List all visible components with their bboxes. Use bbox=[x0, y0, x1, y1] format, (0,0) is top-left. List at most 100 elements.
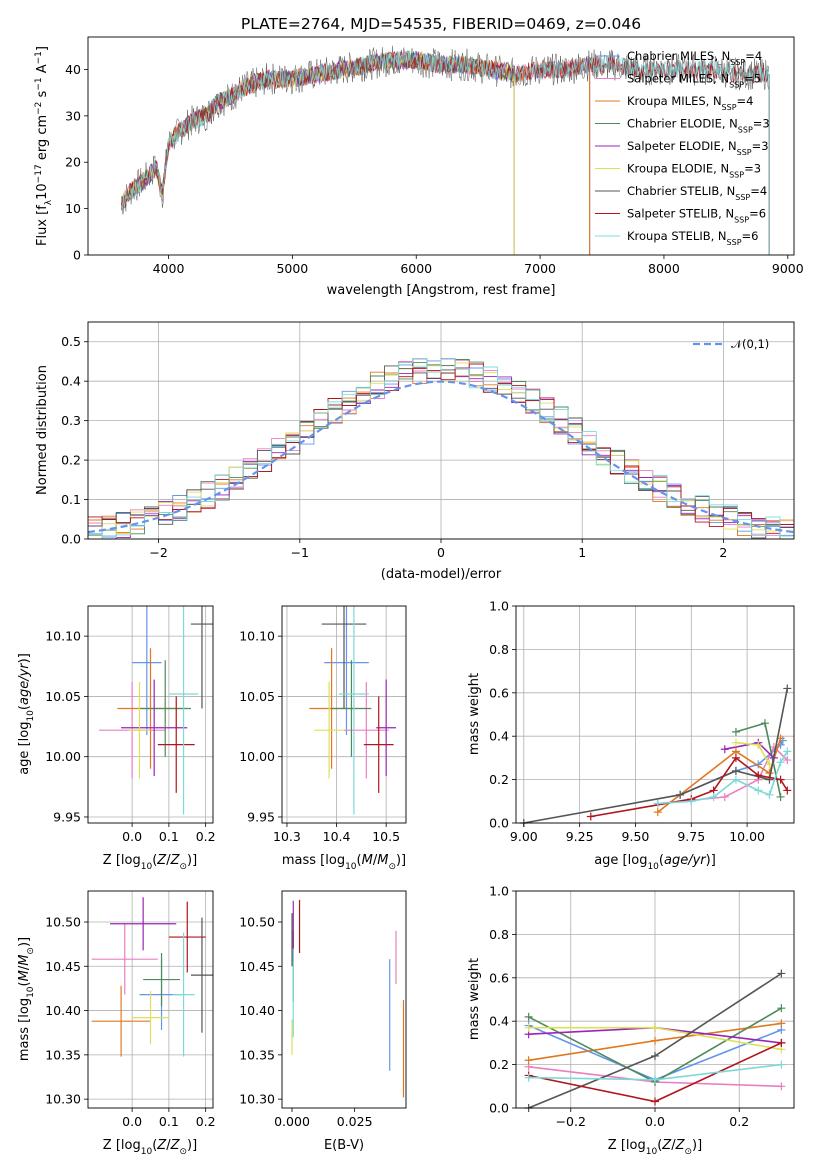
spectrum-xtick-label: 8000 bbox=[648, 261, 680, 276]
residuals-xtick-label: 0 bbox=[437, 545, 445, 560]
massweight-vs-age-marker bbox=[731, 753, 740, 762]
massweight-vs-age-xtick-label: 9.75 bbox=[677, 829, 705, 844]
age-vs-mass-axes: 10.3 10.4 10.5 9.95 10.00 10.05 10.10 bbox=[239, 605, 407, 844]
massweight-vs-age-marker bbox=[754, 771, 763, 780]
massweight-vs-age-marker bbox=[653, 808, 662, 817]
spectrum-legend-label: Chabrier ELODIE, NSSP=3 bbox=[627, 117, 770, 135]
massweight-vs-age-marker bbox=[776, 792, 785, 801]
mass-vs-Z-ytick-label: 10.40 bbox=[45, 1003, 81, 1018]
massweight-vs-Z-axes: −0.2 0.0 0.2 0.0 0.2 0.4 0.6 0.8 1.0 bbox=[489, 884, 795, 1129]
mass-vs-EBV-ytick-label: 10.40 bbox=[239, 1003, 275, 1018]
massweight-vs-age-series-line bbox=[657, 738, 782, 813]
massweight-vs-Z-xtick-label: −0.2 bbox=[556, 1114, 586, 1129]
spectrum-model-line bbox=[121, 51, 770, 212]
residuals-ytick-label: 0.0 bbox=[61, 532, 81, 547]
mass-vs-Z-xlabel: Z [log10(Z/Z⊙)] bbox=[103, 1138, 197, 1157]
mass-vs-Z-ytick-label: 10.30 bbox=[45, 1092, 81, 1107]
massweight-vs-age-series-line bbox=[657, 750, 788, 805]
massweight-vs-age-marker bbox=[676, 790, 685, 799]
age-vs-Z-ytick-label: 9.95 bbox=[53, 809, 81, 824]
spectrum-legend-label: Kroupa MILES, NSSP=4 bbox=[627, 94, 753, 112]
massweight-vs-Z-xtick-label: 0.0 bbox=[645, 1114, 665, 1129]
spectrum-legend-label: Kroupa ELODIE, NSSP=3 bbox=[627, 162, 761, 180]
spectrum-model-line bbox=[121, 51, 515, 210]
mass-vs-Z-xtick-label: 0.2 bbox=[196, 1114, 216, 1129]
spectrum-title: PLATE=2764, MJD=54535, FIBERID=0469, z=0… bbox=[241, 15, 641, 33]
age-vs-Z-xtick-label: 0.0 bbox=[122, 829, 142, 844]
massweight-vs-age-marker bbox=[754, 740, 763, 749]
spectrum-ytick-label: 10 bbox=[65, 201, 81, 216]
age-vs-Z-xtick-label: 0.1 bbox=[159, 829, 179, 844]
residuals-histogram bbox=[88, 363, 794, 534]
residuals-legend-label: 𝒩(0,1) bbox=[731, 337, 769, 351]
mass-vs-EBV-frame bbox=[281, 890, 407, 1109]
mass-vs-Z-ylabel: mass [log10(M/M⊙)] bbox=[17, 937, 36, 1061]
massweight-vs-age-marker bbox=[720, 792, 729, 801]
massweight-vs-age-marker bbox=[783, 756, 792, 765]
massweight-vs-age-marker bbox=[754, 786, 763, 795]
massweight-vs-age-marker bbox=[776, 775, 785, 784]
massweight-vs-age-series-line bbox=[523, 688, 789, 824]
massweight-vs-Z-xtick-label: 0.2 bbox=[729, 1114, 749, 1129]
age-vs-mass-xlabel: mass [log10(M/M⊙)] bbox=[282, 853, 406, 872]
age-vs-Z-ylabel: age [log10(age/yr)] bbox=[17, 653, 36, 775]
massweight-vs-age-marker bbox=[783, 786, 792, 795]
mass-vs-EBV-xlabel: E(B-V) bbox=[324, 1138, 364, 1153]
mass-vs-Z-xtick-label: 0.1 bbox=[159, 1114, 179, 1129]
residuals-ytick-label: 0.1 bbox=[61, 492, 81, 507]
spectrum-xtick-label: 5000 bbox=[276, 261, 308, 276]
residuals-ytick-label: 0.2 bbox=[61, 453, 81, 468]
mass-vs-Z-xtick-label: 0.0 bbox=[122, 1114, 142, 1129]
massweight-vs-age-axes: 9.00 9.25 9.50 9.75 10.00 0.0 0.2 0.4 0.6 0.8 1.0 bbox=[489, 599, 795, 844]
massweight-vs-age-xtick-label: 9.25 bbox=[566, 829, 594, 844]
massweight-vs-Z-ylabel: mass weight bbox=[467, 958, 482, 1040]
residuals-xtick-label: 2 bbox=[719, 545, 727, 560]
massweight-vs-age-marker bbox=[731, 727, 740, 736]
spectrum-legend-label: Chabrier STELIB, NSSP=4 bbox=[627, 184, 767, 202]
massweight-vs-age-ytick-label: 0.6 bbox=[489, 685, 509, 700]
massweight-vs-Z-ytick-label: 0.8 bbox=[489, 927, 509, 942]
residuals-ytick-label: 0.3 bbox=[61, 413, 81, 428]
massweight-vs-age-ytick-label: 0.8 bbox=[489, 642, 509, 657]
massweight-vs-Z-marker bbox=[651, 1051, 659, 1060]
residuals-histogram bbox=[88, 358, 794, 539]
massweight-vs-age-marker bbox=[720, 745, 729, 754]
age-vs-Z-xlabel: Z [log10(Z/Z⊙)] bbox=[103, 853, 197, 872]
massweight-vs-age-marker bbox=[760, 719, 769, 728]
massweight-vs-age-marker bbox=[731, 738, 740, 747]
age-vs-mass-ytick-label: 10.10 bbox=[239, 629, 275, 644]
spectrum-xtick-label: 6000 bbox=[400, 261, 432, 276]
age-vs-Z-ytick-label: 10.05 bbox=[45, 689, 81, 704]
massweight-vs-Z-marker bbox=[651, 1023, 659, 1032]
age-vs-mass-frame bbox=[281, 605, 407, 824]
massweight-vs-Z-marker bbox=[524, 1012, 533, 1021]
massweight-vs-age-frame bbox=[515, 605, 795, 824]
spectrum-ytick-label: 40 bbox=[65, 62, 81, 77]
massweight-vs-age-ylabel: mass weight bbox=[467, 673, 482, 755]
massweight-vs-age-ytick-label: 0.0 bbox=[489, 816, 509, 831]
residuals-ylabel: Normed distribution bbox=[35, 365, 50, 495]
massweight-vs-age-marker bbox=[783, 684, 792, 693]
massweight-vs-age-marker bbox=[687, 797, 696, 806]
age-vs-Z-ytick-label: 10.10 bbox=[45, 629, 81, 644]
massweight-vs-age-marker bbox=[776, 758, 785, 767]
age-vs-mass-ytick-label: 9.95 bbox=[247, 809, 275, 824]
residuals-xtick-label: 1 bbox=[578, 545, 586, 560]
mass-vs-EBV-ytick-label: 10.45 bbox=[239, 959, 275, 974]
massweight-vs-Z-marker bbox=[524, 1056, 533, 1065]
spectrum-frame bbox=[87, 36, 795, 256]
age-vs-Z-axes: 0.0 0.1 0.2 9.95 10.00 10.05 10.10 bbox=[45, 605, 216, 844]
mass-vs-Z-axes: 0.0 0.1 0.2 10.30 10.35 10.40 10.45 10.50 bbox=[45, 890, 216, 1129]
massweight-vs-age-ytick-label: 0.2 bbox=[489, 772, 509, 787]
massweight-vs-Z-marker bbox=[524, 1073, 533, 1082]
spectrum-legend-label: Salpeter STELIB, NSSP=6 bbox=[627, 207, 766, 225]
mass-vs-Z-frame bbox=[87, 890, 214, 1109]
massweight-vs-age-xtick-label: 10.00 bbox=[729, 829, 765, 844]
massweight-vs-age-marker bbox=[653, 799, 662, 808]
age-vs-Z-ytick-label: 10.00 bbox=[45, 749, 81, 764]
spectrum-xtick-label: 4000 bbox=[153, 261, 185, 276]
massweight-vs-Z-marker bbox=[777, 1019, 786, 1028]
massweight-vs-Z-ytick-label: 0.6 bbox=[489, 970, 509, 985]
spectrum-ylabel: Flux [fλ10−17 erg cm−2 s−1 A−1] bbox=[34, 46, 54, 246]
spectrum-legend-label: Salpeter ELODIE, NSSP=3 bbox=[627, 139, 769, 157]
